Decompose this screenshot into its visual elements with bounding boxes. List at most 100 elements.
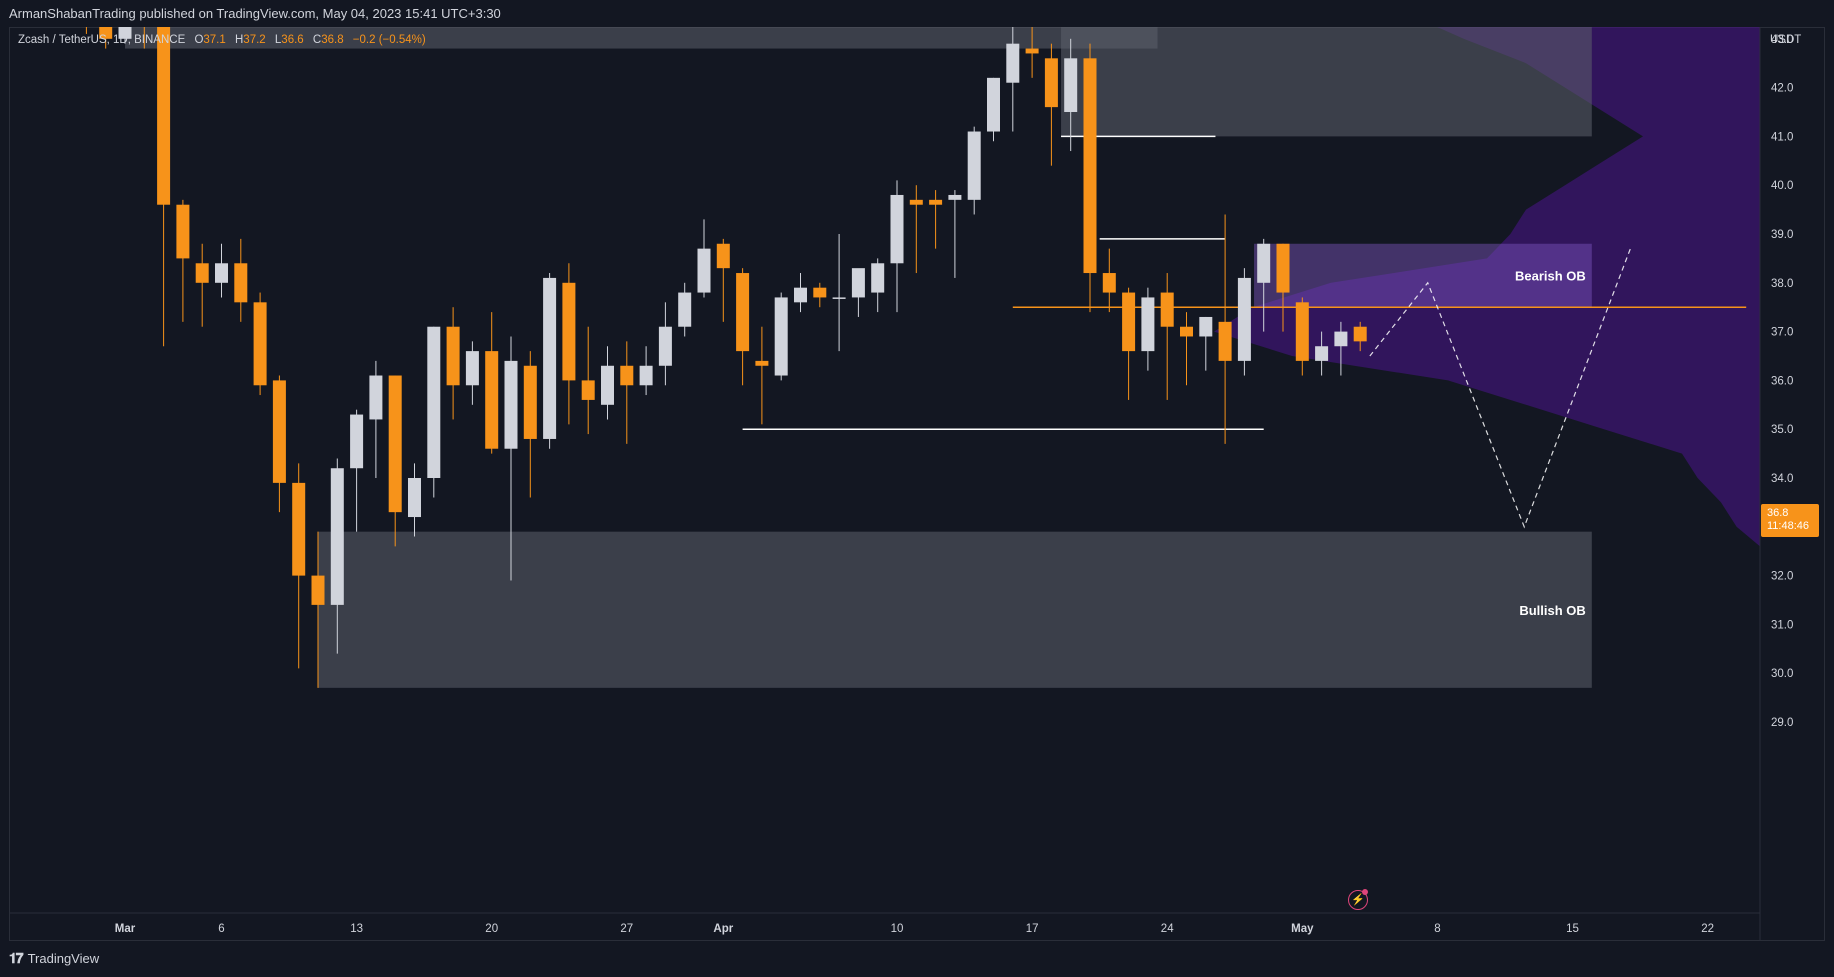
candle-body-22 — [446, 326, 460, 386]
candle-body-63 — [1237, 277, 1251, 361]
projection-path — [1369, 248, 1631, 529]
candle-body-59 — [1160, 292, 1174, 327]
x-tick-label-12: 22 — [1701, 923, 1714, 935]
candle-body-39 — [774, 297, 788, 376]
candle-body-6 — [138, 0, 151, 14]
volume-profile — [1214, 27, 1760, 547]
candle-body-28 — [562, 282, 576, 381]
change-value: −0.2 (−0.54%) — [352, 34, 426, 46]
x-tick-label-9: May — [1291, 923, 1314, 935]
close-value: 36.8 — [321, 34, 344, 46]
candle-body-32 — [639, 365, 653, 386]
candle-body-14 — [292, 482, 306, 576]
candle-body-11 — [234, 263, 248, 303]
candle-body-4 — [99, 27, 113, 39]
candle-body-15 — [311, 575, 325, 605]
y-tick-label-11: 40.0 — [1771, 180, 1793, 192]
candle-body-23 — [465, 351, 479, 386]
candle-body-34 — [678, 292, 692, 327]
candle-body-44 — [871, 263, 885, 293]
candle-body-58 — [1141, 297, 1155, 352]
candle-body-17 — [350, 414, 364, 469]
candle-body-30 — [601, 365, 614, 405]
zone-2 — [1254, 243, 1592, 308]
candle-body-66 — [1295, 302, 1309, 361]
open-label: O — [194, 34, 204, 46]
close-label: C — [312, 34, 322, 46]
candle-body-47 — [929, 199, 943, 205]
y-tick-label-10: 39.0 — [1771, 229, 1793, 241]
y-tick-label-14: 43.0 — [1771, 34, 1793, 46]
candle-body-7 — [157, 27, 171, 205]
candle-body-54 — [1064, 58, 1078, 112]
x-tick-label-8: 24 — [1161, 923, 1174, 935]
last-price-value: 36.8 — [1767, 507, 1789, 519]
candle-body-38 — [755, 360, 769, 366]
candle-body-24 — [485, 351, 499, 449]
candle-body-49 — [967, 131, 981, 200]
candle-body-60 — [1180, 326, 1193, 337]
candle-body-61 — [1199, 316, 1213, 337]
candle-body-40 — [794, 287, 807, 303]
zone-0 — [125, 27, 1158, 49]
notification-dot — [1362, 889, 1368, 895]
footer: 𝟏𝟕 TradingView — [9, 950, 99, 967]
candle-body-26 — [523, 365, 537, 439]
candle-body-33 — [658, 326, 672, 366]
candle-body-56 — [1102, 273, 1116, 293]
high-label: H — [234, 34, 244, 46]
candle-body-25 — [504, 360, 518, 449]
candle-body-35 — [697, 248, 711, 293]
candle-body-29 — [581, 380, 595, 400]
candle-body-50 — [987, 77, 1000, 132]
x-tick-label-5: Apr — [713, 923, 733, 935]
zone-label-3: Bullish OB — [1519, 603, 1585, 618]
candle-body-53 — [1044, 58, 1058, 108]
candle-body-68 — [1334, 331, 1348, 347]
candle-body-16 — [330, 468, 344, 605]
bar-countdown: 11:48:46 — [1767, 520, 1810, 532]
y-tick-label-6: 35.0 — [1771, 424, 1793, 436]
symbol-legend[interactable]: Zcash / TetherUS, 1D, BINANCE O37.1 H37.… — [18, 34, 426, 46]
x-tick-label-10: 8 — [1434, 923, 1440, 935]
candle-body-19 — [388, 375, 402, 513]
candle-body-57 — [1122, 292, 1136, 352]
y-tick-label-12: 41.0 — [1771, 131, 1793, 143]
candle-body-8 — [176, 204, 190, 259]
candle-body-62 — [1218, 321, 1232, 361]
last-price-label: 36.8 11:48:46 — [1761, 504, 1819, 537]
candle-body-46 — [909, 199, 923, 205]
y-tick-label-8: 37.0 — [1771, 327, 1793, 339]
open-value: 37.1 — [203, 34, 226, 46]
x-tick-label-6: 10 — [891, 923, 904, 935]
x-tick-label-2: 13 — [350, 923, 363, 935]
zone-label-2: Bearish OB — [1515, 268, 1586, 283]
x-tick-label-1: 6 — [218, 923, 224, 935]
candle-body-13 — [272, 380, 286, 483]
x-tick-label-11: 15 — [1566, 923, 1579, 935]
candle-body-12 — [253, 302, 267, 386]
candle-body-10 — [215, 263, 228, 283]
x-tick-label-7: 17 — [1026, 923, 1039, 935]
candle-body-20 — [408, 478, 421, 518]
footer-brand: TradingView — [27, 951, 100, 966]
candle-body-5 — [118, 27, 132, 39]
y-tick-label-1: 30.0 — [1771, 668, 1793, 680]
candle-body-65 — [1276, 243, 1290, 293]
y-tick-label-5: 34.0 — [1771, 473, 1793, 485]
x-tick-label-0: Mar — [115, 923, 136, 935]
candle-body-37 — [736, 273, 750, 352]
x-tick-label-4: 27 — [620, 923, 633, 935]
lightning-icon[interactable]: ⚡ — [1348, 890, 1368, 910]
y-tick-label-9: 38.0 — [1771, 278, 1793, 290]
symbol-title: Zcash / TetherUS, 1D, BINANCE — [18, 34, 186, 46]
y-tick-label-3: 32.0 — [1771, 571, 1793, 583]
candle-body-69 — [1353, 326, 1367, 342]
tradingview-logo-icon: 𝟏𝟕 — [9, 950, 24, 966]
low-value: 36.6 — [281, 34, 304, 46]
candle-body-18 — [369, 375, 383, 420]
candle-body-42 — [832, 297, 846, 299]
y-tick-label-7: 36.0 — [1771, 375, 1793, 387]
y-tick-label-2: 31.0 — [1771, 619, 1793, 631]
